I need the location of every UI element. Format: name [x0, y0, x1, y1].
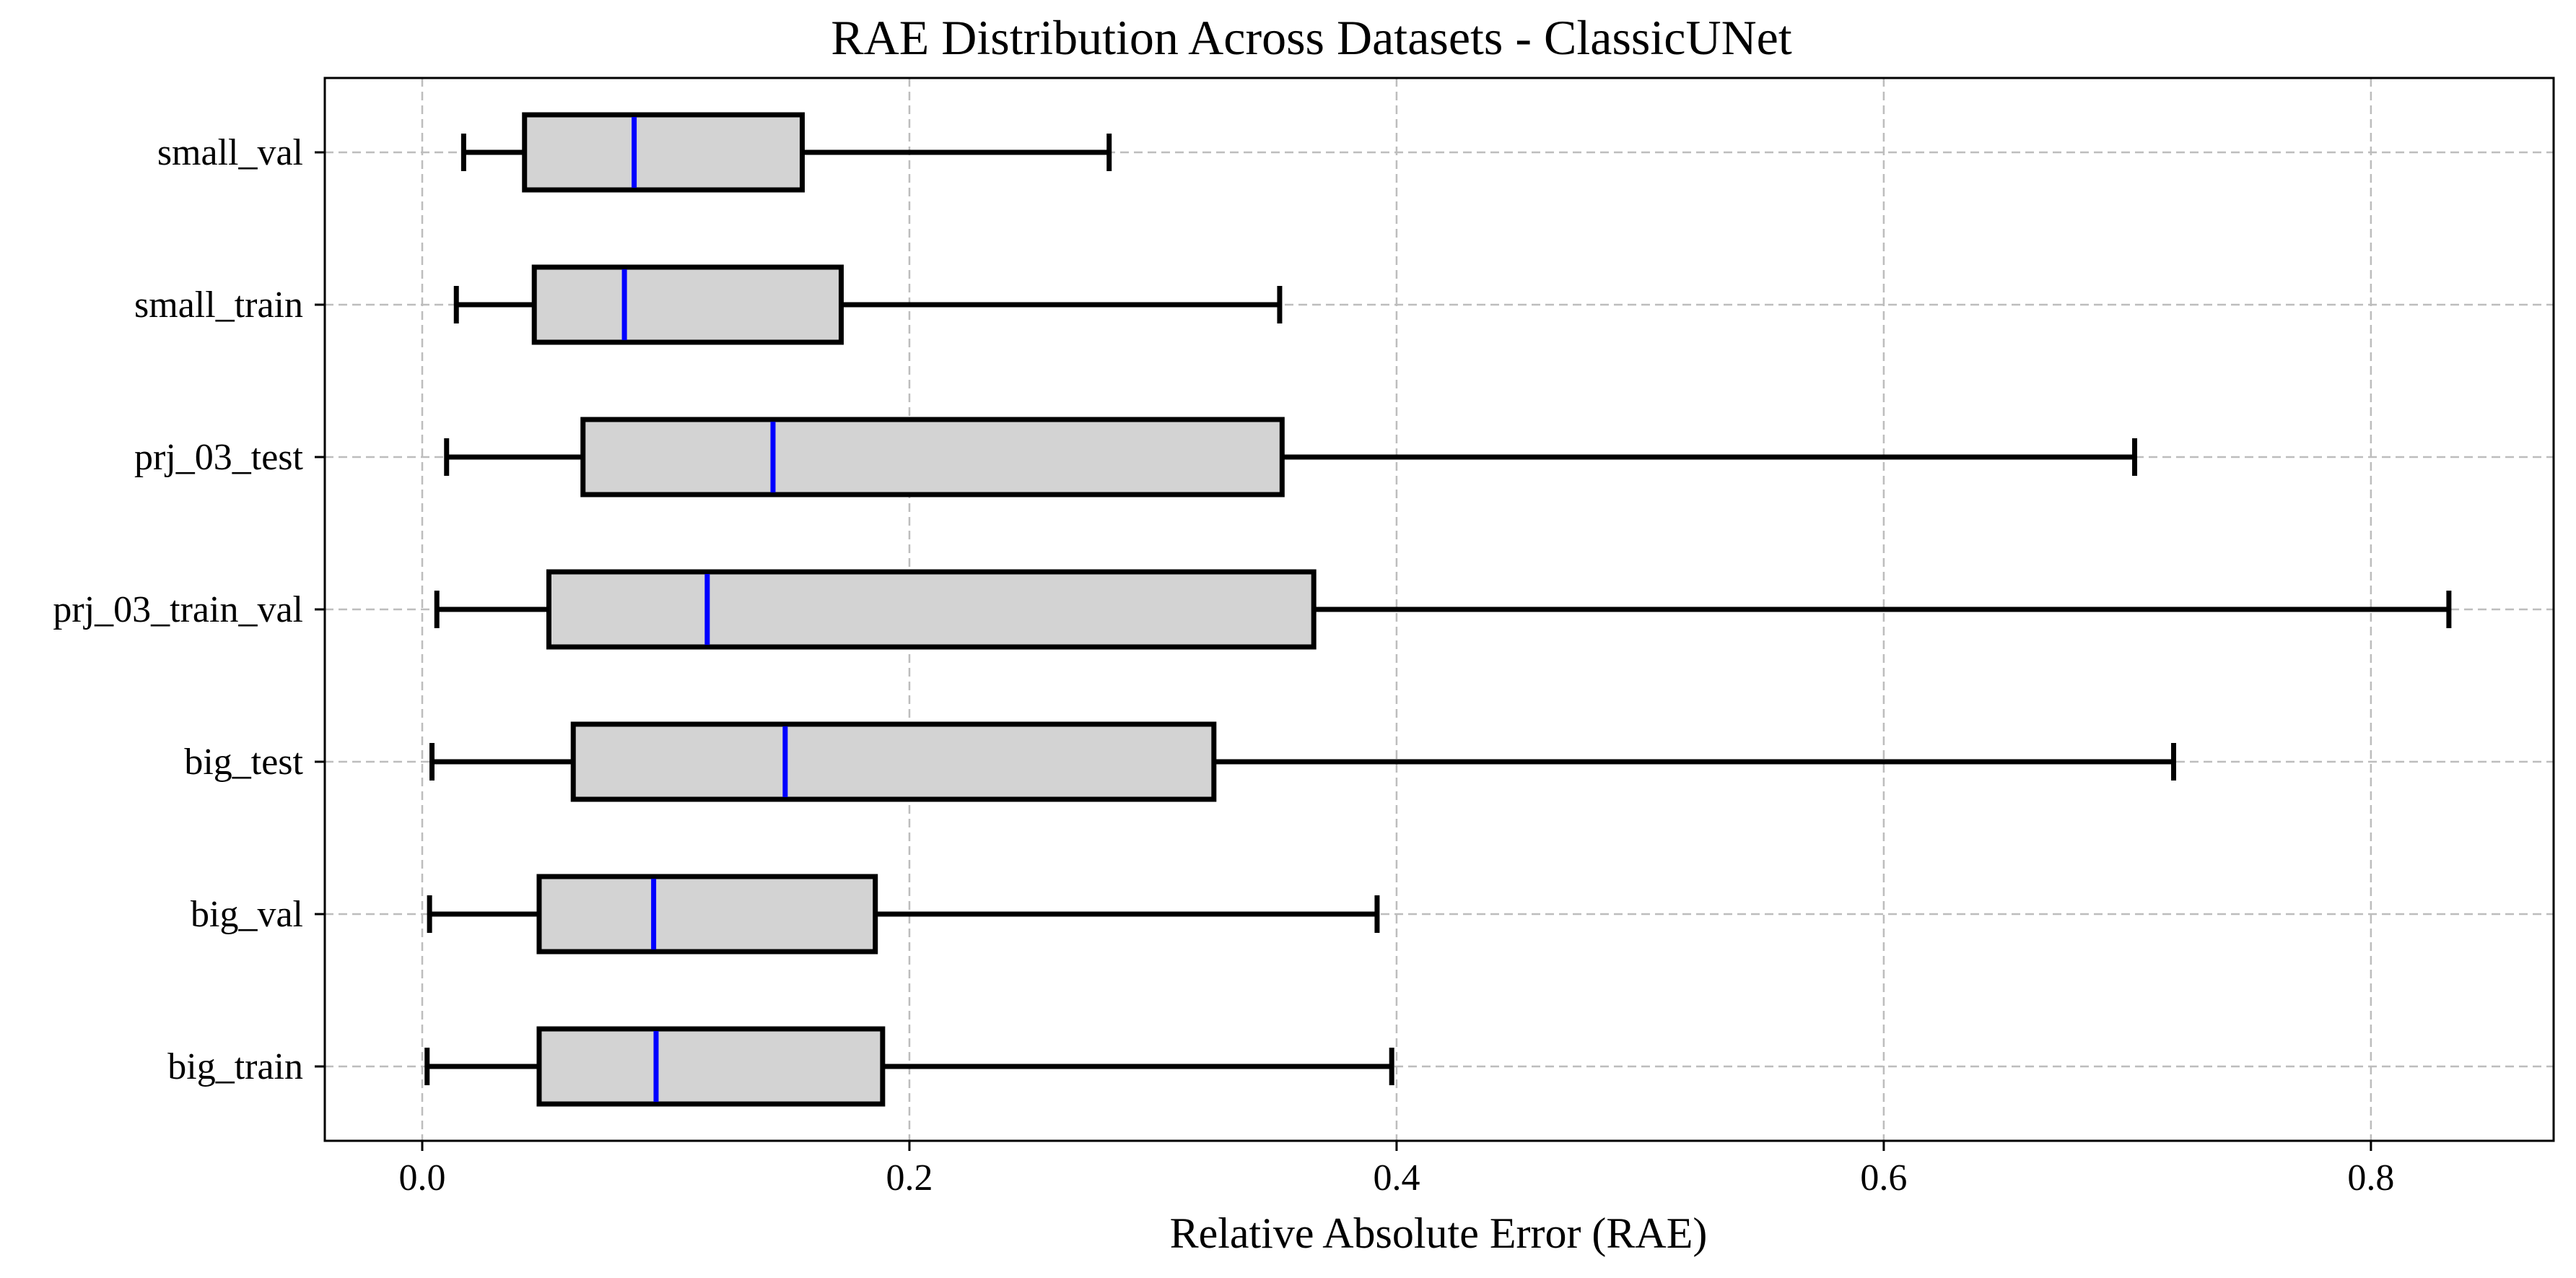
box-small_val	[460, 112, 1112, 193]
box-prj_03_test	[444, 417, 2138, 497]
iqr-box	[531, 264, 844, 345]
y-tick-label: small_val	[157, 132, 303, 173]
iqr-box	[570, 721, 1217, 802]
axis-layer: 0.0 0.2 0.4 0.6 0.8 small_val small_train prj_0…	[53, 132, 2394, 1199]
box-layer	[424, 112, 2452, 1107]
box-prj_03_train_val	[434, 569, 2452, 650]
iqr-box	[536, 874, 878, 955]
y-tick-label: small_train	[134, 284, 303, 326]
x-tick-label: 0.8	[2347, 1157, 2394, 1199]
y-tick-label: prj_03_test	[134, 437, 304, 478]
x-tick-label: 0.0	[398, 1157, 445, 1199]
y-tick-label: big_val	[191, 894, 303, 935]
x-tick-label: 0.4	[1373, 1157, 1420, 1199]
y-tick-label: big_train	[167, 1046, 303, 1087]
iqr-box	[522, 112, 805, 193]
x-tick-label: 0.6	[1860, 1157, 1907, 1199]
box-big_val	[427, 874, 1380, 955]
plot-frame	[323, 77, 2555, 1142]
iqr-box	[546, 569, 1317, 650]
chart-title: RAE Distribution Across Datasets - Class…	[831, 10, 1792, 65]
box-big_train	[424, 1026, 1394, 1107]
box-big_test	[429, 721, 2177, 802]
x-axis-label: Relative Absolute Error (RAE)	[1170, 1209, 1708, 1257]
box-small_train	[453, 264, 1283, 345]
iqr-box	[580, 417, 1285, 497]
y-tick-label: prj_03_train_val	[53, 589, 303, 630]
y-tick-label: big_test	[184, 742, 303, 783]
iqr-box	[536, 1026, 886, 1107]
x-tick-label: 0.2	[886, 1157, 933, 1199]
